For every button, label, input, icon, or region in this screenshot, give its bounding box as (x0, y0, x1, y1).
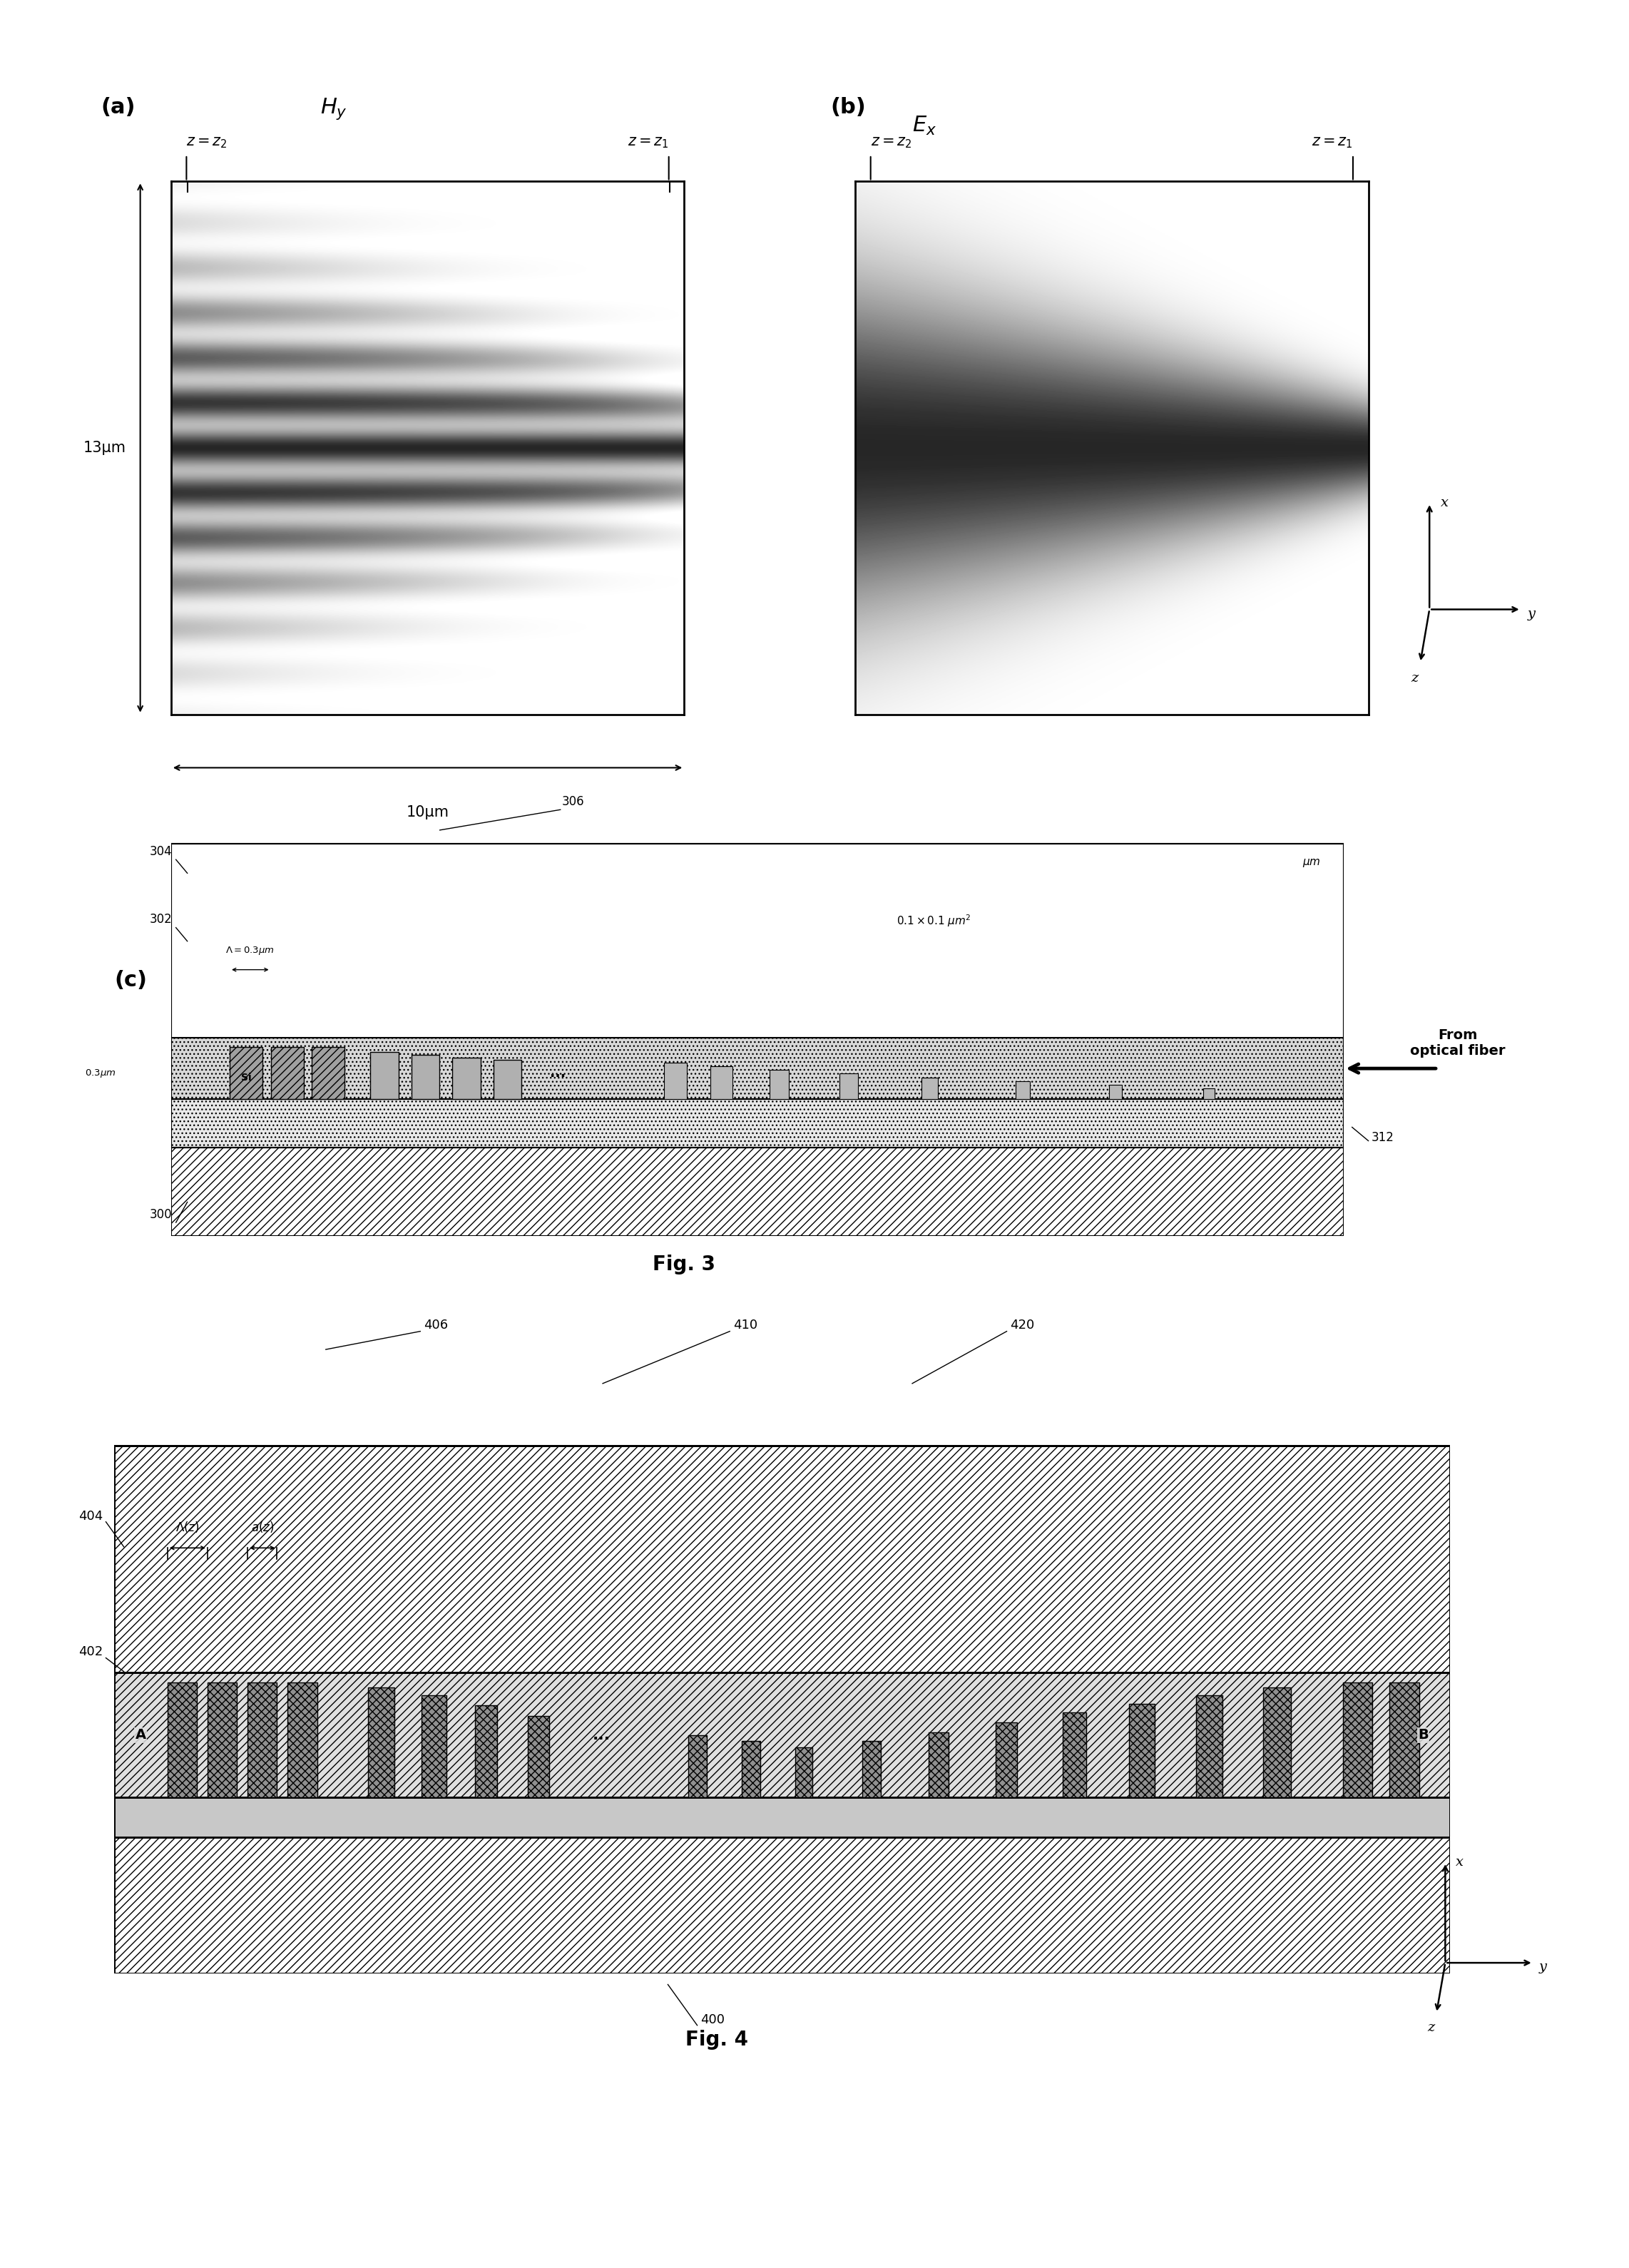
Bar (663, 1064, 687, 1100)
Text: $z = z_2$: $z = z_2$ (870, 136, 912, 150)
Text: $\Lambda(z)$: $\Lambda(z)$ (176, 1520, 199, 1533)
Bar (114, 1674, 1450, 1796)
Bar (1196, 1694, 1223, 1796)
Text: B: B (1417, 1728, 1429, 1742)
Bar (311, 1048, 345, 1100)
Text: $\Lambda = 0.3\mu m$: $\Lambda = 0.3\mu m$ (226, 946, 275, 957)
Text: z: z (1411, 671, 1419, 685)
Bar (114, 1447, 1450, 1674)
Text: A: A (135, 1728, 147, 1742)
Bar (114, 1796, 1450, 1837)
Bar (1262, 1687, 1290, 1796)
Bar (207, 1683, 236, 1796)
Text: (b): (b) (831, 98, 867, 118)
Bar (168, 1683, 197, 1796)
Bar (1129, 1703, 1155, 1796)
Text: $0.1\times0.1\;\mu m^2$: $0.1\times0.1\;\mu m^2$ (896, 914, 971, 930)
Bar (862, 1742, 881, 1796)
Bar (171, 844, 1344, 1148)
Text: From
optical fiber: From optical fiber (1411, 1030, 1505, 1057)
Text: 304: 304 (150, 846, 173, 857)
Text: Fig. 4: Fig. 4 (686, 2030, 748, 2050)
Bar (422, 1694, 446, 1796)
Text: y: y (1539, 1960, 1548, 1973)
Text: ...: ... (593, 1728, 611, 1742)
Text: $a(z)$: $a(z)$ (251, 1520, 274, 1533)
Bar (370, 1052, 399, 1100)
Bar (839, 1073, 858, 1100)
Text: $E_x$: $E_x$ (912, 113, 937, 136)
Bar (995, 1724, 1016, 1796)
Bar (494, 1059, 521, 1100)
Text: 404: 404 (78, 1510, 103, 1522)
Text: y: y (1528, 608, 1535, 619)
Text: 400: 400 (700, 2014, 725, 2025)
Text: $H_y$: $H_y$ (321, 98, 347, 120)
Bar (689, 1735, 707, 1796)
Bar (288, 1683, 318, 1796)
Bar (171, 1148, 1344, 1236)
Bar (453, 1057, 481, 1100)
Text: 402: 402 (78, 1647, 103, 1658)
Bar (474, 1706, 497, 1796)
Bar (1342, 1683, 1372, 1796)
Text: 306: 306 (562, 796, 585, 807)
Bar (1062, 1712, 1087, 1796)
Bar (1015, 1082, 1030, 1100)
Bar (270, 1048, 303, 1100)
Bar (795, 1746, 813, 1796)
Text: $z = z_1$: $z = z_1$ (627, 136, 670, 150)
Text: x: x (1440, 497, 1448, 510)
Text: $z = z_1$: $z = z_1$ (1311, 136, 1354, 150)
Text: 10μm: 10μm (406, 805, 450, 819)
Text: 302: 302 (150, 914, 173, 925)
Text: 420: 420 (1010, 1320, 1034, 1331)
Text: (a): (a) (101, 98, 135, 118)
Bar (171, 844, 1344, 1039)
Text: (c): (c) (114, 971, 147, 991)
Bar (248, 1683, 277, 1796)
Bar (1390, 1683, 1419, 1796)
Text: x: x (1456, 1855, 1463, 1869)
Text: $0.3\mu m$: $0.3\mu m$ (85, 1068, 116, 1080)
Text: 300: 300 (150, 1209, 173, 1220)
Bar (171, 1039, 1344, 1100)
Bar (230, 1048, 262, 1100)
Text: Fig. 3: Fig. 3 (653, 1254, 715, 1275)
Text: ...: ... (551, 1066, 565, 1080)
Bar (114, 1447, 1450, 1973)
Bar (929, 1733, 948, 1796)
Bar (710, 1066, 733, 1100)
Bar (741, 1742, 761, 1796)
Text: z: z (1427, 2021, 1435, 2034)
Text: Si: Si (241, 1073, 251, 1082)
Bar (114, 1837, 1450, 1973)
Text: 410: 410 (733, 1320, 757, 1331)
Bar (769, 1070, 788, 1100)
Bar (1109, 1084, 1122, 1100)
Bar (1204, 1089, 1214, 1100)
Bar (412, 1055, 440, 1100)
Bar (922, 1077, 938, 1100)
Text: 406: 406 (424, 1320, 448, 1331)
Bar (171, 1100, 1344, 1148)
Text: 13μm: 13μm (83, 440, 125, 456)
Text: $z = z_2$: $z = z_2$ (186, 136, 228, 150)
Text: $\mu m$: $\mu m$ (1302, 857, 1321, 869)
Bar (368, 1687, 394, 1796)
Bar (528, 1717, 549, 1796)
Text: 312: 312 (1372, 1132, 1394, 1143)
